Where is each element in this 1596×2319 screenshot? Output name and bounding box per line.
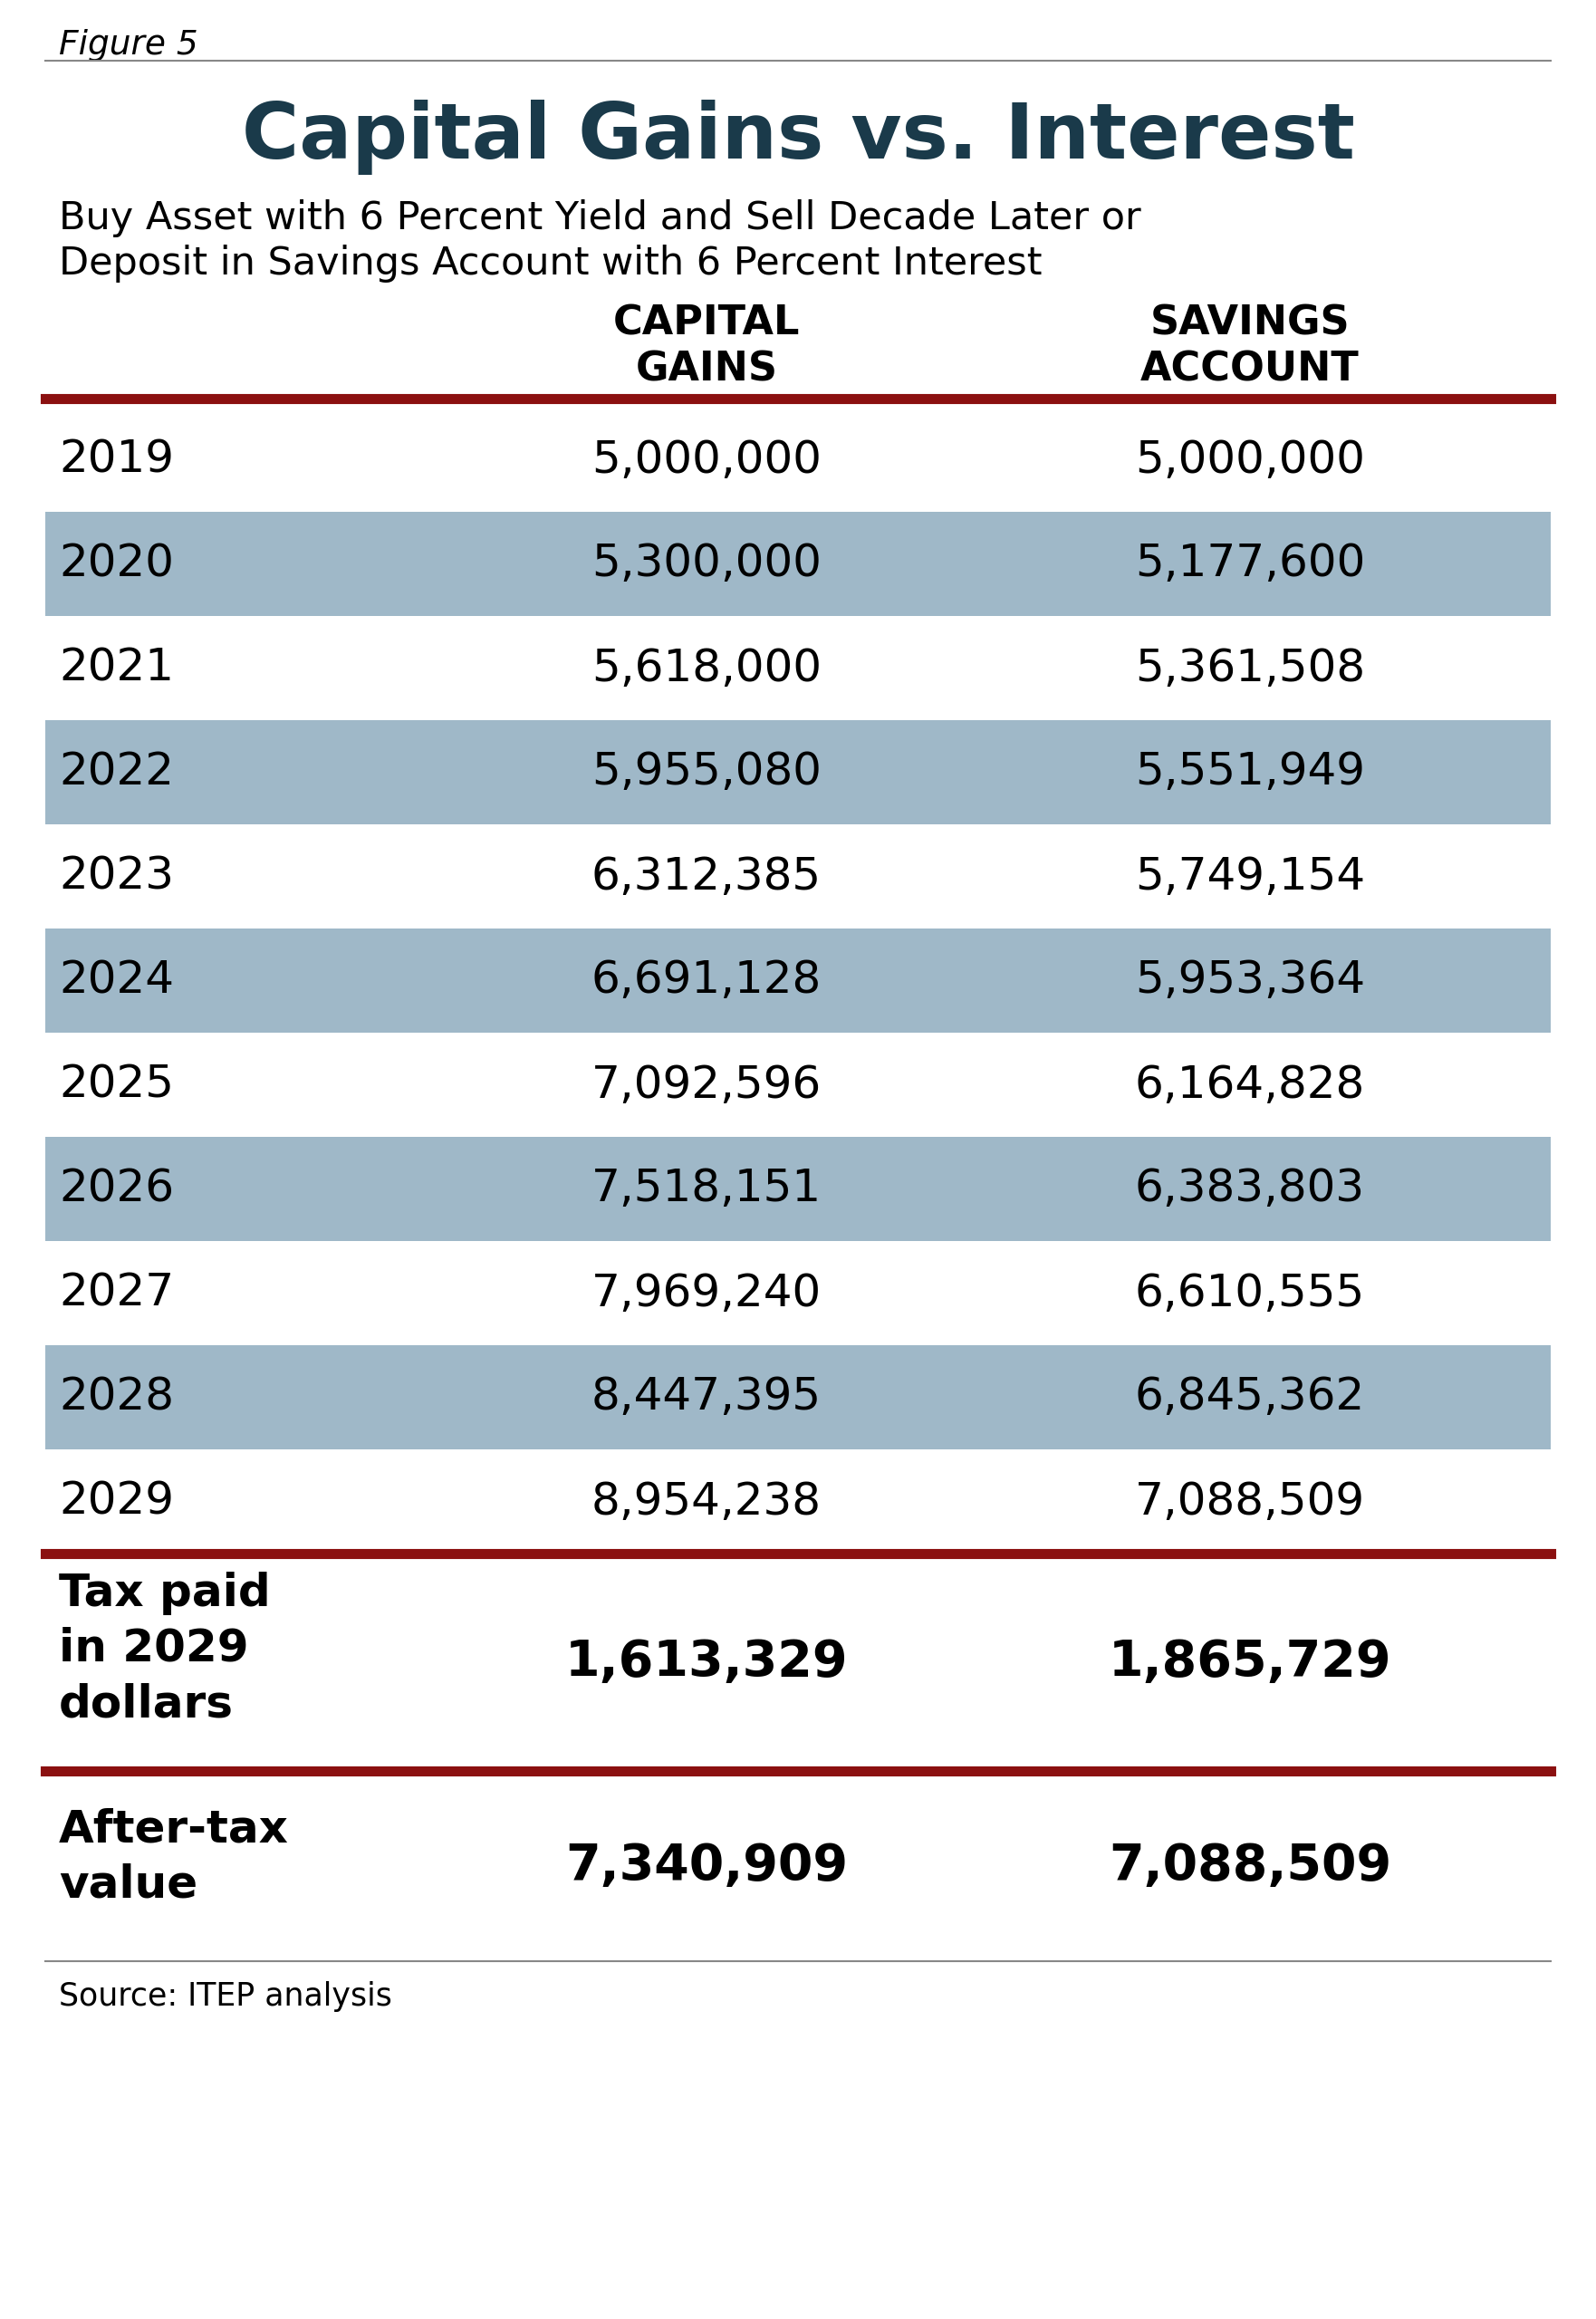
Text: 6,691,128: 6,691,128 [592,958,822,1002]
Text: 7,969,240: 7,969,240 [592,1271,822,1315]
Bar [45,1136,1551,1241]
Text: 2021: 2021 [59,647,174,689]
Text: SAVINGS
ACCOUNT: SAVINGS ACCOUNT [1141,304,1360,390]
Text: Deposit in Savings Account with 6 Percent Interest: Deposit in Savings Account with 6 Percen… [59,243,1042,283]
Text: 5,361,508: 5,361,508 [1135,647,1365,689]
Text: 7,088,509: 7,088,509 [1135,1480,1365,1524]
Text: 7,518,151: 7,518,151 [592,1166,822,1211]
Text: 2029: 2029 [59,1480,174,1524]
Text: 8,954,238: 8,954,238 [592,1480,822,1524]
Text: 6,845,362: 6,845,362 [1135,1375,1365,1419]
Text: 5,953,364: 5,953,364 [1135,958,1365,1002]
Text: 2020: 2020 [59,543,174,587]
Text: 6,164,828: 6,164,828 [1135,1062,1365,1106]
Text: 5,955,080: 5,955,080 [592,751,822,793]
Text: Capital Gains vs. Interest: Capital Gains vs. Interest [241,100,1355,174]
Text: 7,092,596: 7,092,596 [592,1062,822,1106]
Text: 7,088,509: 7,088,509 [1109,1841,1392,1890]
Text: 5,749,154: 5,749,154 [1135,856,1365,897]
Text: 2023: 2023 [59,856,174,897]
Text: 6,312,385: 6,312,385 [592,856,822,897]
Bar [45,721,1551,823]
Text: 5,618,000: 5,618,000 [592,647,822,689]
Text: 8,447,395: 8,447,395 [592,1375,822,1419]
Text: 6,383,803: 6,383,803 [1135,1166,1365,1211]
Text: 1,613,329: 1,613,329 [565,1637,847,1686]
Text: After-tax
value: After-tax value [59,1807,289,1906]
Text: 1,865,729: 1,865,729 [1109,1637,1392,1686]
Text: CAPITAL
GAINS: CAPITAL GAINS [613,304,800,390]
Text: 2026: 2026 [59,1166,174,1211]
Text: 2019: 2019 [59,438,174,482]
Text: 6,610,555: 6,610,555 [1135,1271,1365,1315]
Bar [45,928,1551,1032]
Text: 5,300,000: 5,300,000 [592,543,822,587]
Text: Figure 5: Figure 5 [59,28,198,63]
Text: 5,000,000: 5,000,000 [592,438,822,482]
Text: 2024: 2024 [59,958,174,1002]
Bar [45,1345,1551,1449]
Bar [45,512,1551,617]
Text: Tax paid
in 2029
dollars: Tax paid in 2029 dollars [59,1572,271,1725]
Text: 5,000,000: 5,000,000 [1135,438,1365,482]
Text: 2027: 2027 [59,1271,174,1315]
Text: 2022: 2022 [59,751,174,793]
Text: Source: ITEP analysis: Source: ITEP analysis [59,1980,393,2013]
Text: Buy Asset with 6 Percent Yield and Sell Decade Later or: Buy Asset with 6 Percent Yield and Sell … [59,199,1141,237]
Text: 2028: 2028 [59,1375,174,1419]
Text: 2025: 2025 [59,1062,174,1106]
Text: 7,340,909: 7,340,909 [565,1841,847,1890]
Text: 5,551,949: 5,551,949 [1135,751,1365,793]
Text: 5,177,600: 5,177,600 [1135,543,1365,587]
